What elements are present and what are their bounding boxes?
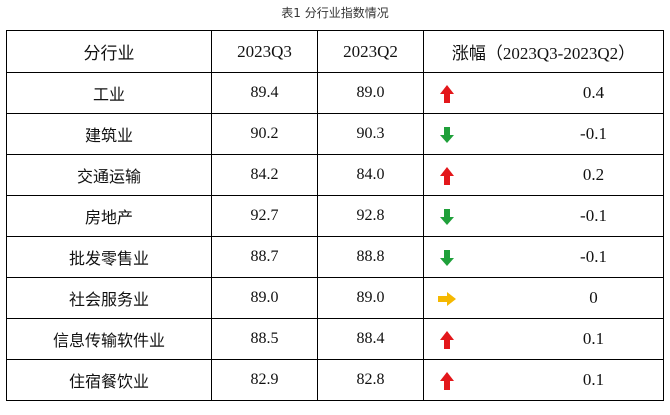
q2-value-cell: 89.0 xyxy=(317,72,424,114)
change-cell: 0.1 xyxy=(423,318,664,360)
green-down-arrow-icon xyxy=(440,209,454,225)
table-row: 批发零售业 88.7 88.8 -0.1 xyxy=(6,236,664,278)
change-wrap: 0.1 xyxy=(424,319,663,359)
q3-value-cell: 90.2 xyxy=(211,113,318,155)
change-cell: 0.2 xyxy=(423,154,664,196)
change-cell: 0.4 xyxy=(423,72,664,114)
red-up-arrow-icon xyxy=(440,372,454,390)
q3-value-cell: 88.5 xyxy=(211,318,318,360)
q2-value-cell: 82.8 xyxy=(317,359,424,401)
change-wrap: 0.2 xyxy=(424,155,663,195)
change-wrap: 0.4 xyxy=(424,73,663,113)
change-wrap: -0.1 xyxy=(424,196,663,236)
change-wrap: -0.1 xyxy=(424,114,663,154)
q2-value-cell: 89.0 xyxy=(317,277,424,319)
change-wrap: 0.1 xyxy=(424,360,663,400)
q3-value-cell: 92.7 xyxy=(211,195,318,237)
red-up-arrow-icon xyxy=(440,85,454,103)
q3-value-cell: 89.0 xyxy=(211,277,318,319)
change-value: 0.1 xyxy=(582,329,605,348)
change-cell: -0.1 xyxy=(423,236,664,278)
industry-cell: 社会服务业 xyxy=(6,277,212,319)
table-body: 工业 89.4 89.0 0.4 建筑业 90.2 90.3 -0.1 交通运输 84.2 84.0… xyxy=(6,72,664,401)
change-value: 0.4 xyxy=(582,83,605,102)
q2-value-cell: 88.4 xyxy=(317,318,424,360)
q3-value-cell: 88.7 xyxy=(211,236,318,278)
header-change: 涨幅（2023Q3-2023Q2） xyxy=(423,30,664,73)
table-row: 房地产 92.7 92.8 -0.1 xyxy=(6,195,664,237)
q3-value-cell: 82.9 xyxy=(211,359,318,401)
q2-value-cell: 88.8 xyxy=(317,236,424,278)
header-2023q2: 2023Q2 xyxy=(317,30,424,73)
table-header-row: 分行业 2023Q3 2023Q2 涨幅（2023Q3-2023Q2） xyxy=(6,30,664,73)
green-down-arrow-icon xyxy=(440,250,454,266)
change-value: 0.2 xyxy=(582,165,605,184)
change-value: 0 xyxy=(589,288,598,307)
q3-value-cell: 84.2 xyxy=(211,154,318,196)
q3-value-cell: 89.4 xyxy=(211,72,318,114)
table-row: 信息传输软件业 88.5 88.4 0.1 xyxy=(6,318,664,360)
red-up-arrow-icon xyxy=(440,331,454,349)
industry-cell: 交通运输 xyxy=(6,154,212,196)
table-row: 交通运输 84.2 84.0 0.2 xyxy=(6,154,664,196)
q2-value-cell: 90.3 xyxy=(317,113,424,155)
industry-cell: 房地产 xyxy=(6,195,212,237)
q2-value-cell: 84.0 xyxy=(317,154,424,196)
industry-cell: 批发零售业 xyxy=(6,236,212,278)
change-value: 0.1 xyxy=(582,370,605,389)
industry-cell: 工业 xyxy=(6,72,212,114)
green-down-arrow-icon xyxy=(440,127,454,143)
header-industry: 分行业 xyxy=(6,30,212,73)
change-cell: -0.1 xyxy=(423,195,664,237)
industry-index-table: 分行业 2023Q3 2023Q2 涨幅（2023Q3-2023Q2） 工业 89… xyxy=(6,30,664,401)
change-value: -0.1 xyxy=(580,124,607,143)
orange-right-arrow-icon xyxy=(438,292,456,306)
change-cell: 0.1 xyxy=(423,359,664,401)
header-change-label: 涨幅 xyxy=(451,44,486,64)
change-cell: 0 xyxy=(423,277,664,319)
table-row: 社会服务业 89.0 89.0 0 xyxy=(6,277,664,319)
table-row: 建筑业 90.2 90.3 -0.1 xyxy=(6,113,664,155)
industry-cell: 信息传输软件业 xyxy=(6,318,212,360)
change-wrap: 0 xyxy=(424,278,663,318)
header-2023q3: 2023Q3 xyxy=(211,30,318,73)
table-row: 工业 89.4 89.0 0.4 xyxy=(6,72,664,114)
table-row: 住宿餐饮业 82.9 82.8 0.1 xyxy=(6,359,664,401)
table-caption: 表1 分行业指数情况 xyxy=(281,6,389,20)
q2-value-cell: 92.8 xyxy=(317,195,424,237)
change-wrap: -0.1 xyxy=(424,237,663,277)
change-value: -0.1 xyxy=(580,247,607,266)
change-cell: -0.1 xyxy=(423,113,664,155)
industry-cell: 建筑业 xyxy=(6,113,212,155)
header-change-period: （2023Q3-2023Q2） xyxy=(485,44,636,63)
change-value: -0.1 xyxy=(580,206,607,225)
industry-cell: 住宿餐饮业 xyxy=(6,359,212,401)
red-up-arrow-icon xyxy=(440,167,454,185)
